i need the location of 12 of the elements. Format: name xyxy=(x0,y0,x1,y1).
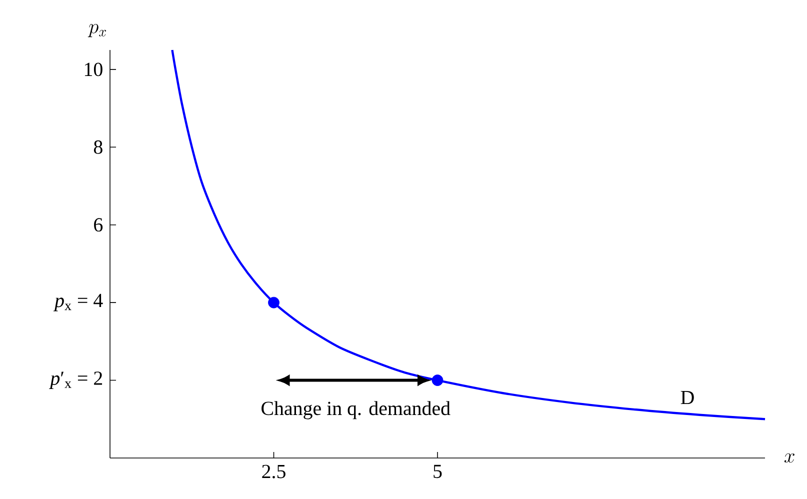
annotation: Change in q. demanded xyxy=(262,401,450,420)
y-tick-label: 8 xyxy=(94,140,102,154)
x-tick-label: 5 xyxy=(434,464,442,478)
y-tick-label: p$_{x}$ = 4 xyxy=(53,294,103,312)
x-tick-label: 2.5 xyxy=(262,464,286,478)
series-label: D xyxy=(680,390,694,404)
y-tick-label: 6 xyxy=(94,218,103,232)
x-axis-title: $x$ xyxy=(784,453,794,463)
y-tick-label: p′$_{x}$ = 2 xyxy=(49,372,102,389)
y-axis-title: $p_x$ xyxy=(88,24,106,38)
y-tick-label: 10 xyxy=(84,62,102,76)
line-series xyxy=(171,48,766,420)
